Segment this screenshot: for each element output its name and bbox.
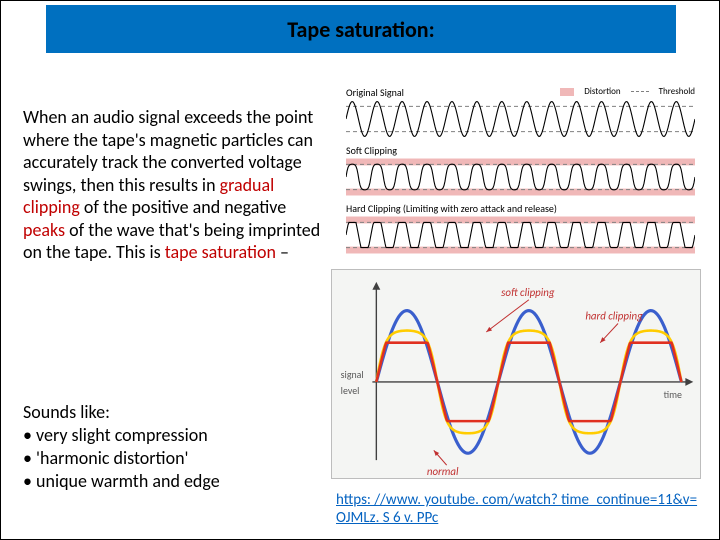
para-hl-saturation: tape saturation xyxy=(165,241,276,263)
sounds-item: very slight compression xyxy=(23,424,323,447)
legend-distortion: Distortion xyxy=(584,86,620,97)
strip-soft xyxy=(346,158,695,196)
label-soft: Soft Clipping xyxy=(346,144,397,157)
svg-text:signal: signal xyxy=(341,369,364,381)
page-title: Tape saturation: xyxy=(287,16,434,43)
sounds-heading: Sounds like: xyxy=(23,401,323,424)
strip-original xyxy=(346,100,695,138)
body-paragraph: When an audio signal exceeds the point w… xyxy=(23,106,323,264)
clipping-strips-diagram: Distortion Threshold Original Signal Sof… xyxy=(331,86,701,261)
label-original: Original Signal xyxy=(346,86,404,99)
svg-text:normal: normal xyxy=(427,465,459,478)
sounds-block: Sounds like: very slight compression 'ha… xyxy=(23,401,323,493)
main-waveform-diagram: signal level time soft clipping hard clippin… xyxy=(331,269,701,479)
sounds-item: unique warmth and edge xyxy=(23,470,323,493)
video-link-anchor[interactable]: https: //www. youtube. com/watch? time_c… xyxy=(336,491,697,527)
svg-text:time: time xyxy=(664,389,682,401)
strip-hard xyxy=(346,216,695,254)
distortion-swatch xyxy=(560,88,574,96)
label-hard: Hard Clipping (Limiting with zero attack… xyxy=(346,202,557,215)
video-link[interactable]: https: //www. youtube. com/watch? time_c… xyxy=(336,491,706,527)
svg-text:soft clipping: soft clipping xyxy=(501,286,555,299)
legend: Distortion Threshold xyxy=(560,86,695,97)
para-mid1: of the positive and negative xyxy=(80,196,286,218)
para-hl-peaks: peaks xyxy=(23,219,65,241)
legend-threshold-line xyxy=(631,91,649,92)
svg-text:level: level xyxy=(341,385,360,397)
title-bar: Tape saturation: xyxy=(46,5,676,53)
para-tail: – xyxy=(276,241,289,263)
sounds-item: 'harmonic distortion' xyxy=(23,447,323,470)
svg-text:hard clipping: hard clipping xyxy=(585,310,643,323)
legend-threshold: Threshold xyxy=(659,86,695,97)
